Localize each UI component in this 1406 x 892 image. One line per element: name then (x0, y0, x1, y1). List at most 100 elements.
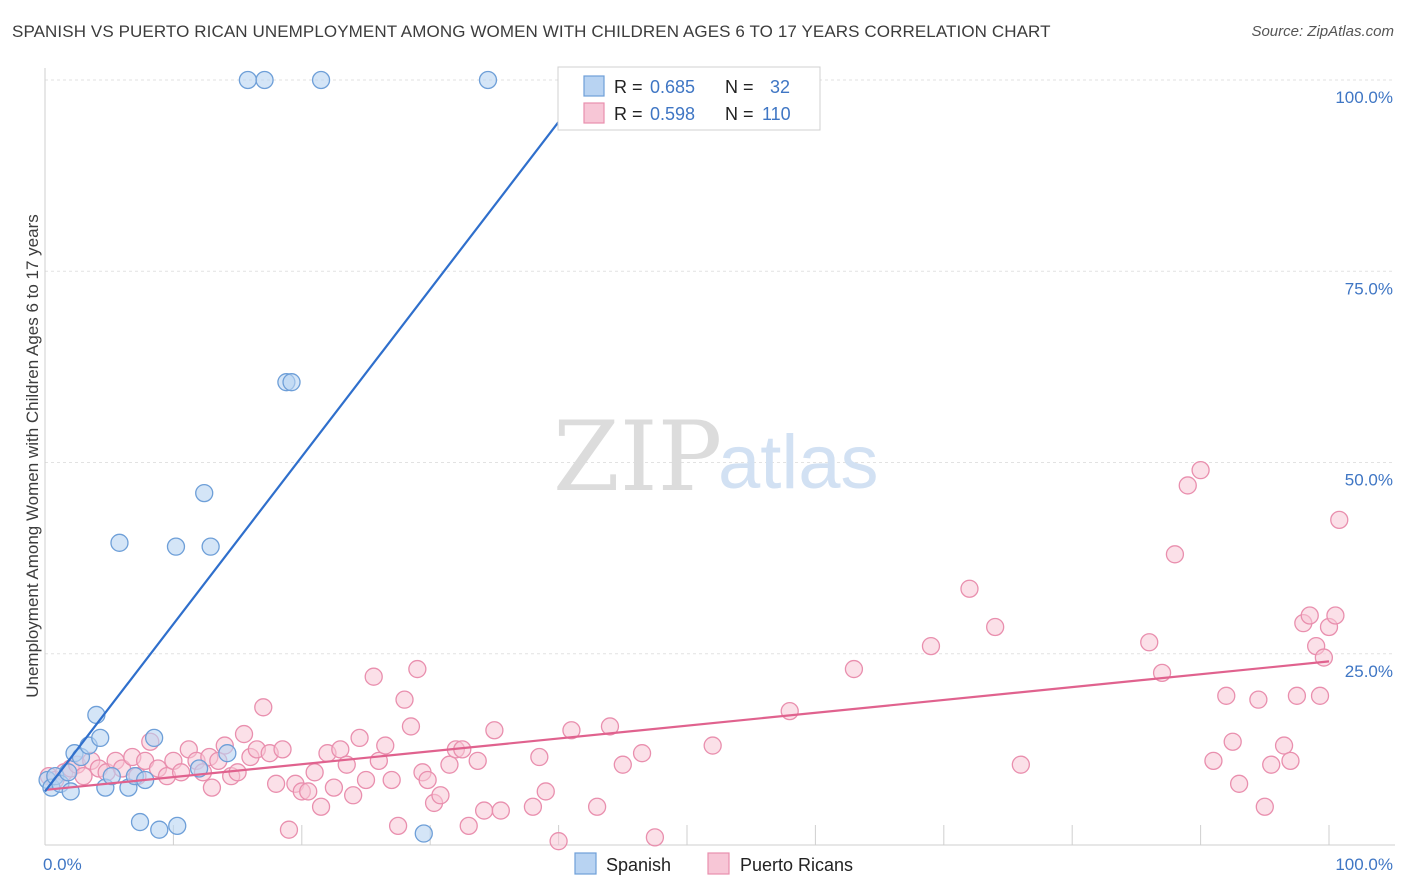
point-puerto-ricans-50 (376, 736, 395, 755)
point-puerto-ricans-57 (418, 770, 437, 790)
point-puerto-ricans-96 (1262, 755, 1281, 774)
point-puerto-ricans-106 (1326, 606, 1345, 625)
point-spanish-10 (91, 728, 110, 748)
point-puerto-ricans-91 (1217, 686, 1236, 705)
point-spanish-22 (189, 759, 209, 778)
watermark-zip: ZIP (553, 401, 722, 513)
point-puerto-ricans-35 (279, 820, 299, 839)
point-puerto-ricans-28 (234, 724, 254, 744)
point-puerto-ricans-93 (1229, 774, 1249, 793)
y-tick-label-1: 50.0% (1345, 471, 1393, 490)
y-tick-label-3: 100.0% (1335, 88, 1393, 107)
series-spanish (38, 70, 761, 843)
point-puerto-ricans-51 (382, 770, 401, 790)
bottom-legend-swatch-spanish (574, 852, 597, 875)
legend-n-value-spanish: 32 (770, 77, 790, 97)
point-puerto-ricans-98 (1281, 751, 1300, 770)
axes (44, 68, 1330, 845)
point-spanish-29 (282, 373, 301, 392)
point-spanish-21 (168, 816, 187, 836)
bottom-legend-swatch-puerto-ricans (707, 852, 730, 875)
legend-n-label-spanish: N = (725, 77, 754, 97)
point-puerto-ricans-38 (299, 782, 318, 801)
point-puerto-ricans-69 (530, 747, 549, 767)
point-spanish-32 (478, 70, 498, 90)
x-tick-labels: 0.0% 100.0% (43, 855, 1393, 874)
point-puerto-ricans-63 (459, 816, 478, 836)
point-puerto-ricans-92 (1223, 732, 1242, 751)
stats-legend: R = 0.685 N = 32 R = 0.598 N = 110 (557, 66, 821, 131)
point-puerto-ricans-65 (474, 801, 494, 820)
point-puerto-ricans-77 (645, 828, 665, 847)
series-puerto-ricans (39, 460, 1349, 851)
point-puerto-ricans-34 (273, 740, 292, 759)
point-puerto-ricans-45 (344, 786, 363, 805)
point-puerto-ricans-60 (440, 755, 459, 774)
trend-line-puerto-ricans (44, 660, 1330, 792)
point-spanish-24 (201, 537, 220, 556)
point-puerto-ricans-107 (1330, 510, 1349, 530)
point-puerto-ricans-85 (1140, 633, 1159, 652)
point-spanish-16 (130, 812, 150, 832)
bottom-legend-label-spanish: Spanish (606, 855, 671, 875)
point-puerto-ricans-101 (1300, 606, 1319, 625)
point-spanish-18 (144, 728, 164, 748)
point-puerto-ricans-59 (431, 786, 450, 805)
point-puerto-ricans-84 (1011, 755, 1030, 774)
point-puerto-ricans-54 (401, 717, 421, 736)
point-spanish-4 (58, 763, 78, 782)
point-spanish-25 (218, 744, 237, 763)
watermark-atlas: atlas (718, 420, 879, 505)
watermark: ZIP atlas (553, 401, 879, 513)
point-puerto-ricans-73 (587, 797, 607, 816)
point-puerto-ricans-76 (632, 744, 652, 763)
point-puerto-ricans-90 (1204, 751, 1223, 770)
legend-swatch-spanish (583, 75, 605, 97)
point-puerto-ricans-31 (254, 698, 273, 717)
point-puerto-ricans-39 (305, 763, 324, 782)
point-puerto-ricans-5 (74, 767, 93, 786)
point-spanish-19 (150, 820, 169, 839)
point-puerto-ricans-103 (1310, 686, 1330, 705)
y-tick-label-0: 25.0% (1345, 662, 1393, 681)
point-puerto-ricans-71 (549, 832, 568, 851)
point-puerto-ricans-89 (1191, 460, 1210, 480)
series-legend: Spanish Puerto Ricans (574, 852, 853, 875)
point-puerto-ricans-40 (311, 797, 331, 816)
point-puerto-ricans-80 (844, 659, 864, 679)
trend-line-spanish (44, 79, 592, 793)
point-spanish-26 (238, 70, 258, 90)
point-puerto-ricans-83 (986, 617, 1005, 637)
point-puerto-ricans-53 (395, 690, 414, 709)
point-puerto-ricans-74 (600, 717, 620, 736)
point-puerto-ricans-88 (1178, 476, 1197, 495)
point-puerto-ricans-72 (562, 721, 581, 740)
point-puerto-ricans-78 (703, 736, 722, 755)
point-spanish-12 (102, 767, 121, 786)
point-puerto-ricans-68 (523, 797, 543, 816)
point-puerto-ricans-64 (468, 751, 487, 770)
point-puerto-ricans-67 (491, 801, 510, 820)
point-puerto-ricans-70 (536, 782, 555, 801)
legend-n-value-puerto-ricans: 110 (762, 104, 791, 124)
point-puerto-ricans-47 (356, 770, 376, 790)
trend-lines (44, 79, 1330, 793)
point-puerto-ricans-81 (921, 636, 941, 656)
point-puerto-ricans-99 (1287, 686, 1307, 705)
legend-n-label-puerto-ricans: N = (725, 104, 754, 124)
point-spanish-23 (195, 483, 214, 503)
chart-title: SPANISH VS PUERTO RICAN UNEMPLOYMENT AMO… (12, 22, 1051, 41)
legend-r-value-puerto-ricans: 0.598 (650, 104, 695, 124)
y-tick-label-2: 75.0% (1345, 279, 1393, 298)
point-puerto-ricans-66 (485, 721, 504, 740)
point-puerto-ricans-55 (408, 659, 427, 679)
point-puerto-ricans-82 (960, 579, 979, 598)
point-spanish-20 (166, 537, 186, 556)
bottom-legend-label-puerto-ricans: Puerto Ricans (740, 855, 853, 875)
point-spanish-13 (110, 533, 129, 552)
y-axis-label: Unemployment Among Women with Children A… (23, 214, 42, 698)
point-puerto-ricans-23 (202, 778, 222, 797)
point-puerto-ricans-87 (1165, 545, 1185, 564)
x-tick-label-1: 100.0% (1335, 855, 1393, 874)
